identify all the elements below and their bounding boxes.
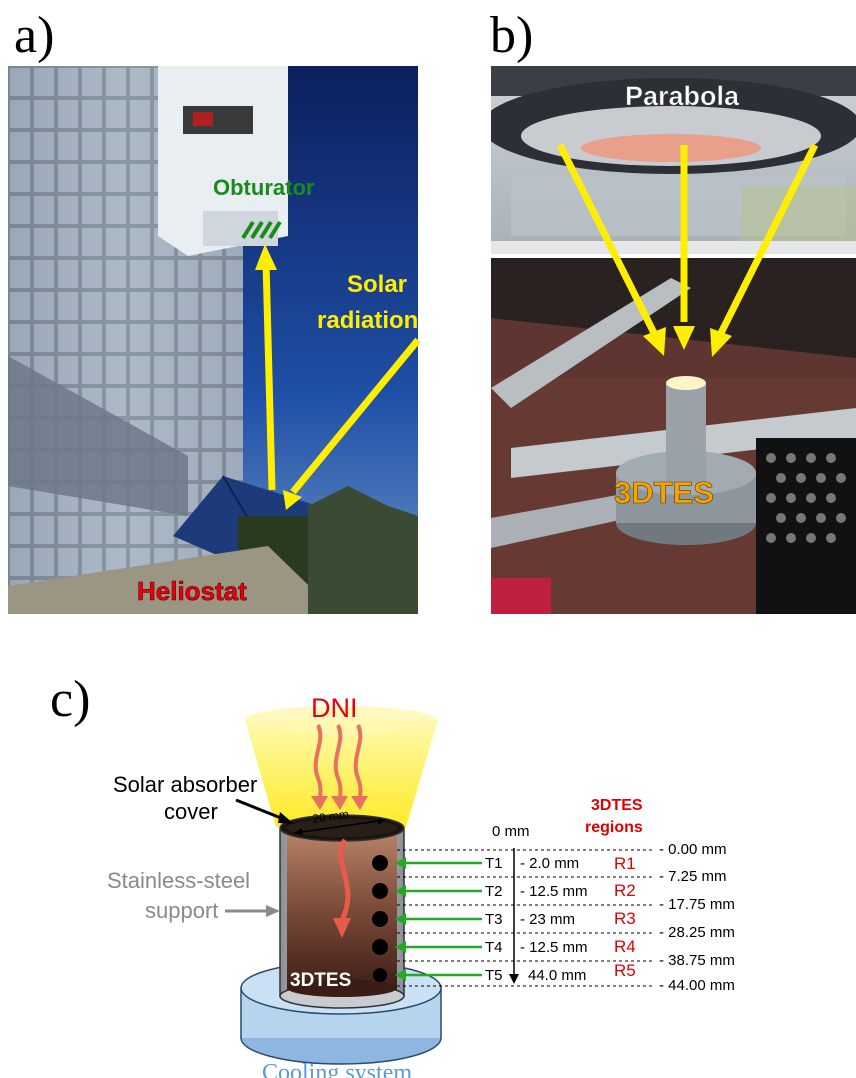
sensor-depth-1: - 2.0 mm xyxy=(520,855,579,872)
radiation-label: radiation xyxy=(317,307,418,334)
parabola-label: Parabola xyxy=(625,81,740,111)
dni-beam xyxy=(245,720,438,827)
reflected-ray-arrow xyxy=(262,261,276,491)
reflected-ray-arrowhead xyxy=(255,244,277,270)
support-label-1: Stainless-steel xyxy=(107,868,250,893)
incident-ray-arrowhead xyxy=(283,490,302,510)
sensor-t5: T5 xyxy=(485,967,503,984)
boundary-3: - 28.25 mm xyxy=(659,924,735,941)
region-r2: R2 xyxy=(614,881,636,900)
absorber-label-2: cover xyxy=(164,799,218,824)
region-r3: R3 xyxy=(614,909,636,928)
boundary-4: - 38.75 mm xyxy=(659,952,735,969)
dni-label: DNI xyxy=(311,693,358,723)
dni-arrows xyxy=(313,724,363,801)
sensor-depth-2: - 12.5 mm xyxy=(520,883,588,900)
panel-a-letter: a) xyxy=(14,7,55,64)
tes-photo-label: 3DTES xyxy=(614,475,714,510)
sensor-t2: T2 xyxy=(485,883,503,900)
regions-title-1: 3DTES xyxy=(591,797,643,814)
boundary-0: - 0.00 mm xyxy=(659,841,727,858)
sensor-t4: T4 xyxy=(485,939,503,956)
tes-core-label: 3DTES xyxy=(290,970,351,991)
region-r5: R5 xyxy=(614,961,636,980)
region-r4: R4 xyxy=(614,937,636,956)
thermocouple-dots xyxy=(372,855,388,982)
sensor-depth-3: - 23 mm xyxy=(520,911,575,928)
panel-b-photo-top xyxy=(491,66,856,254)
panel-b-photo-bottom xyxy=(491,258,856,614)
support-label-2: support xyxy=(145,898,218,923)
sensor-t1: T1 xyxy=(485,855,503,872)
boundary-5: - 44.00 mm xyxy=(659,977,735,994)
ray-right-arrow xyxy=(716,143,819,337)
obturator-icon xyxy=(241,220,282,240)
boundary-2: - 17.75 mm xyxy=(659,896,735,913)
panel-c-letter: c) xyxy=(50,671,91,728)
sensor-t3: T3 xyxy=(485,911,503,928)
absorber-label-1: Solar absorber xyxy=(113,772,257,797)
ray-left-arrow xyxy=(556,143,659,337)
panel-a-photo xyxy=(8,66,418,614)
region-r1: R1 xyxy=(614,854,636,873)
sensor-arrows xyxy=(402,861,482,977)
heliostat-label: Heliostat xyxy=(137,576,247,606)
diameter-label: 20 mm xyxy=(311,807,349,826)
regions-title-2: regions xyxy=(585,819,643,836)
panel-b-letter: b) xyxy=(490,7,534,64)
sensor-depth-5: 44.0 mm xyxy=(528,967,586,984)
panel-a-overlay: Obturator Solar radiation Heliostat xyxy=(137,175,421,606)
zero-depth-label: 0 mm xyxy=(492,823,530,840)
incident-ray-arrow xyxy=(290,337,421,495)
boundary-1: - 7.25 mm xyxy=(659,868,727,885)
obturator-label: Obturator xyxy=(213,175,315,200)
panel-b-overlay: Parabola 3DTES xyxy=(556,81,819,510)
solar-label: Solar xyxy=(347,271,407,298)
cooling-label: Cooling system xyxy=(262,1060,412,1078)
panel-c-diagram: Cooling system 20 mm DNI 3DTES Solar abs… xyxy=(107,693,735,1078)
sensor-depth-4: - 12.5 mm xyxy=(520,939,588,956)
